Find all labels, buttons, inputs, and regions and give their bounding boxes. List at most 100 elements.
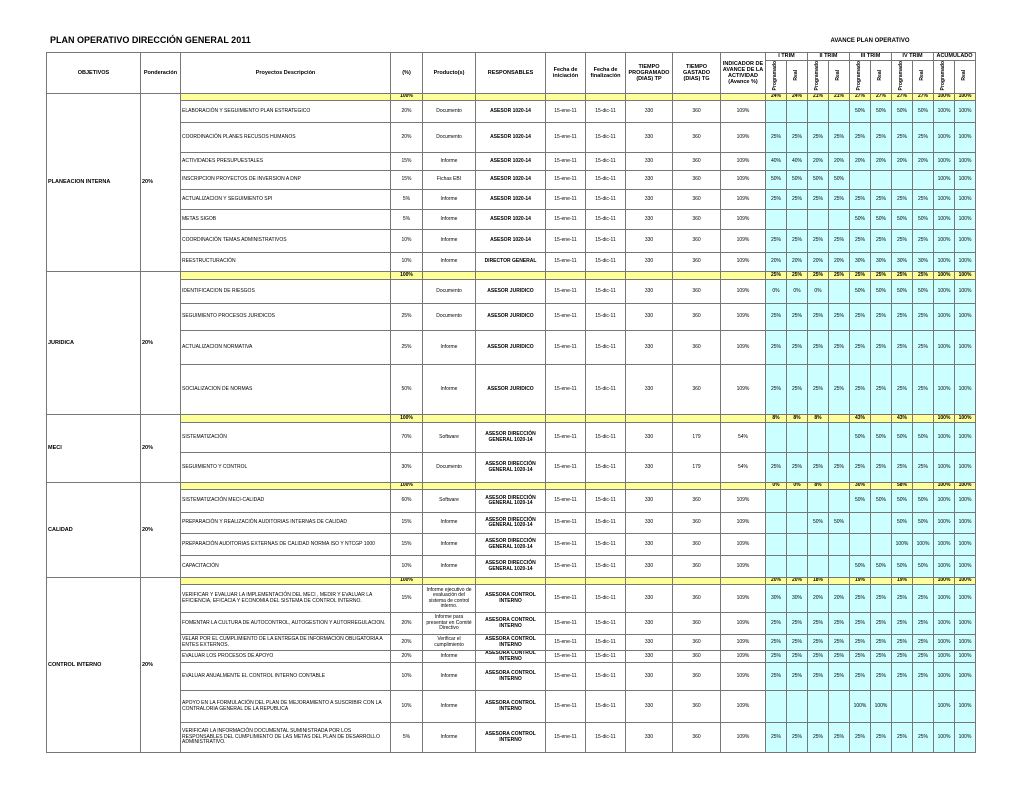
progress-value: 50% bbox=[891, 489, 913, 513]
summary-progress: 25% bbox=[891, 271, 913, 280]
progress-value: 100% bbox=[954, 690, 977, 723]
progress-value: 25% bbox=[849, 229, 871, 253]
subcolumn-header: Programado bbox=[940, 61, 947, 91]
progress-value: 25% bbox=[786, 364, 808, 415]
progress-value: 100% bbox=[954, 650, 977, 663]
progress-value: 20% bbox=[807, 252, 829, 272]
objective: PLANEACION INTERNA bbox=[46, 93, 141, 272]
progress-value: 100% bbox=[954, 555, 977, 578]
indicator: 109% bbox=[720, 279, 766, 304]
empty-cell bbox=[765, 489, 787, 513]
progress-value: 50% bbox=[828, 170, 850, 190]
progress-value: 25% bbox=[870, 662, 892, 691]
description: VELAR POR EL CUMPLIMIENTO DE LA ENTREGA … bbox=[180, 634, 391, 651]
tg: 360 bbox=[672, 170, 721, 190]
progress-title: AVANCE PLAN OPERATIVO bbox=[830, 38, 910, 44]
weight: 20% bbox=[140, 414, 181, 483]
responsible: ASESORA CONTROL INTERNO bbox=[475, 584, 546, 613]
product: Fichas EBI bbox=[422, 170, 476, 190]
progress-value: 20% bbox=[870, 152, 892, 171]
subcolumn-header: Programado bbox=[807, 60, 829, 94]
description: ELABORACIÓN Y SEGUIMIENTO PLAN ESTRATEGI… bbox=[180, 100, 391, 123]
product: Informe bbox=[422, 662, 476, 691]
progress-value: 25% bbox=[765, 229, 787, 253]
responsible: ASESOR JURIDICO bbox=[475, 330, 546, 365]
product: Verificar el cumplimiento bbox=[422, 634, 476, 651]
progress-value: 50% bbox=[786, 170, 808, 190]
progress-value: 50% bbox=[849, 279, 871, 304]
progress-value: 25% bbox=[849, 303, 871, 331]
progress-value: 25% bbox=[807, 303, 829, 331]
responsible: ASESORA CONTROL INTERNO bbox=[475, 662, 546, 691]
percent: 10% bbox=[390, 690, 423, 723]
tg: 360 bbox=[672, 555, 721, 578]
empty-cell bbox=[807, 489, 829, 513]
empty-cell bbox=[765, 533, 787, 556]
progress-value: 20% bbox=[765, 252, 787, 272]
percent: 20% bbox=[390, 650, 423, 663]
progress-value: 25% bbox=[891, 229, 913, 253]
subcolumn-header: Programado bbox=[933, 60, 956, 94]
progress-value: 25% bbox=[870, 722, 892, 753]
indicator: 109% bbox=[720, 612, 766, 635]
product: Software bbox=[422, 489, 476, 513]
responsible: ASESOR 1020-14 bbox=[475, 122, 546, 153]
activity-row: VERIFICAR Y EVALUAR LA IMPLEMENTACIÓN DE… bbox=[47, 584, 977, 613]
product: Informe bbox=[422, 690, 476, 723]
start: 15-ene-11 bbox=[545, 303, 586, 331]
progress-value: 100% bbox=[933, 722, 956, 753]
progress-value: 25% bbox=[911, 722, 935, 753]
activity-row: IDENTIFICACION DE RIESGOS Documento ASESOR… bbox=[47, 279, 977, 304]
progress-value: 25% bbox=[870, 229, 892, 253]
progress-value: 50% bbox=[911, 512, 935, 534]
progress-value: 50% bbox=[849, 555, 871, 578]
start: 15-ene-11 bbox=[545, 364, 586, 415]
empty-cell bbox=[849, 533, 871, 556]
progress-value: 50% bbox=[911, 279, 935, 304]
tp: 330 bbox=[625, 722, 673, 753]
progress-value: 100% bbox=[933, 690, 956, 723]
tp: 330 bbox=[625, 170, 673, 190]
tg: 360 bbox=[672, 209, 721, 230]
product: Software bbox=[422, 422, 476, 453]
start: 15-ene-11 bbox=[545, 189, 586, 210]
progress-value: 0% bbox=[807, 279, 829, 304]
empty-cell bbox=[828, 555, 850, 578]
empty-cell bbox=[911, 577, 935, 585]
percent: 30% bbox=[390, 452, 423, 483]
progress-value: 25% bbox=[807, 330, 829, 365]
tg: 179 bbox=[672, 452, 721, 483]
subcolumn-header: Real bbox=[835, 70, 842, 82]
empty-cell bbox=[545, 93, 586, 101]
period-header: II TRIM bbox=[807, 52, 850, 61]
product: Documento bbox=[422, 100, 476, 123]
percent: 15% bbox=[390, 170, 423, 190]
product: Documento bbox=[422, 452, 476, 483]
empty-cell bbox=[475, 482, 546, 490]
empty-cell bbox=[786, 100, 808, 123]
progress-value: 100% bbox=[933, 662, 956, 691]
progress-value: 25% bbox=[891, 650, 913, 663]
tp: 330 bbox=[625, 303, 673, 331]
product: Informe bbox=[422, 533, 476, 556]
end: 15-dic-11 bbox=[585, 489, 626, 513]
tg: 360 bbox=[672, 364, 721, 415]
progress-value: 100% bbox=[954, 330, 977, 365]
empty-cell bbox=[672, 93, 721, 101]
progress-value: 50% bbox=[807, 512, 829, 534]
progress-value: 100% bbox=[954, 152, 977, 171]
start: 15-ene-11 bbox=[545, 662, 586, 691]
start: 15-ene-11 bbox=[545, 152, 586, 171]
tg: 360 bbox=[672, 152, 721, 171]
column-header: OBJETIVOS bbox=[46, 52, 141, 94]
progress-value: 100% bbox=[954, 170, 977, 190]
end: 15-dic-11 bbox=[585, 662, 626, 691]
activity-row: INSCRIPCION PROYECTOS DE INVERSION A DNP… bbox=[47, 170, 977, 190]
end: 15-dic-11 bbox=[585, 364, 626, 415]
progress-value: 25% bbox=[786, 330, 808, 365]
end: 15-dic-11 bbox=[585, 229, 626, 253]
empty-cell bbox=[807, 209, 829, 230]
description: VERIFICAR Y EVALUAR LA IMPLEMENTACIÓN DE… bbox=[180, 584, 391, 613]
summary-progress: 43% bbox=[849, 414, 871, 423]
description: PREPARACIÓN Y REALIZACIÓN AUDITORIAS INT… bbox=[180, 512, 391, 534]
